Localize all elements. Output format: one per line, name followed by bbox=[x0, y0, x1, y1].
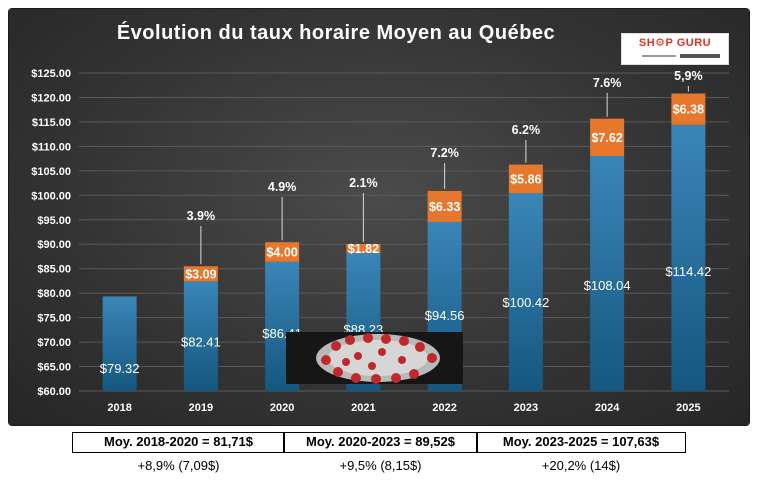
base-data-label: $82.41 bbox=[181, 335, 221, 350]
summary-box-3: Moy. 2023-2025 = 107,63$ bbox=[476, 432, 686, 453]
bar-increase bbox=[346, 243, 381, 253]
chart-panel: $60.00 $65.00 $70.00 $75.00 $80.00 $85.00 $90.… bbox=[9, 9, 749, 425]
logo-underline-icon bbox=[642, 54, 720, 58]
bar-base bbox=[508, 193, 543, 391]
y-tick-label: $80.00 bbox=[37, 288, 71, 300]
shop-guru-logo: SH⚙P GURU bbox=[621, 33, 729, 65]
base-data-label: $114.42 bbox=[665, 264, 711, 279]
y-tick-label: $85.00 bbox=[37, 264, 71, 276]
x-tick-label: 2021 bbox=[351, 402, 375, 414]
percent-data-label: 3.9% bbox=[187, 209, 216, 223]
summary-change-3: +20,2% (14$) bbox=[541, 458, 621, 473]
percent-data-label: 7.6% bbox=[593, 76, 622, 90]
bar-increase bbox=[265, 242, 300, 262]
increase-data-label: $3.09 bbox=[185, 267, 216, 281]
y-tick-label: $100.00 bbox=[31, 190, 71, 202]
base-data-label: $108.04 bbox=[584, 278, 631, 293]
bar-increase bbox=[508, 164, 543, 194]
y-tick-label: $125.00 bbox=[31, 68, 71, 80]
increase-data-label: $7.62 bbox=[591, 131, 622, 145]
summary-box-1: Moy. 2018-2020 = 81,71$ bbox=[72, 432, 285, 453]
increase-data-label: $4.00 bbox=[266, 246, 297, 260]
bar-increase bbox=[590, 118, 625, 156]
coronavirus-icon bbox=[286, 332, 463, 384]
y-tick-label: $115.00 bbox=[32, 117, 71, 129]
bar-base bbox=[590, 155, 625, 391]
base-data-label: $100.42 bbox=[502, 295, 549, 310]
y-tick-label: $60.00 bbox=[37, 386, 71, 398]
y-tick-label: $105.00 bbox=[31, 166, 71, 178]
x-tick-label: 2020 bbox=[270, 402, 294, 414]
y-tick-label: $75.00 bbox=[37, 313, 71, 325]
increase-data-label: $6.38 bbox=[673, 103, 704, 117]
virus-image bbox=[286, 332, 463, 384]
summary-label-3: Moy. 2023-2025 = 107,63$ bbox=[502, 434, 660, 449]
base-data-label: $94.56 bbox=[425, 308, 465, 323]
increase-data-label: $1.82 bbox=[348, 242, 379, 256]
x-tick-label: 2025 bbox=[676, 402, 700, 414]
bar-base bbox=[671, 124, 706, 391]
increase-data-label: $6.33 bbox=[429, 200, 460, 214]
percent-data-label: 2.1% bbox=[349, 176, 378, 190]
bar-base bbox=[183, 281, 218, 391]
bar-increase bbox=[671, 93, 706, 125]
logo-text: SH⚙P GURU bbox=[638, 37, 712, 49]
summary-change-2: +9,5% (8,15$) bbox=[339, 458, 422, 473]
y-tick-label: $70.00 bbox=[37, 337, 71, 349]
percent-data-label: 5,9% bbox=[674, 69, 703, 83]
y-tick-label: $95.00 bbox=[37, 215, 71, 227]
x-tick-label: 2022 bbox=[432, 402, 456, 414]
y-tick-label: $90.00 bbox=[37, 239, 71, 251]
bar-base bbox=[102, 296, 137, 391]
x-tick-label: 2019 bbox=[189, 402, 213, 414]
summary-change-1: +8,9% (7,09$) bbox=[137, 458, 220, 473]
y-tick-label: $120.00 bbox=[31, 92, 71, 104]
summary-label-1: Moy. 2018-2020 = 81,71$ bbox=[103, 434, 253, 449]
labels-layer: $60.00 $65.00 $70.00 $75.00 $80.00 $85.00 $90.… bbox=[31, 68, 711, 414]
x-tick-label: 2023 bbox=[514, 402, 538, 414]
percent-data-label: 7.2% bbox=[430, 146, 459, 160]
bar-increase bbox=[183, 266, 218, 282]
percent-data-label: 4.9% bbox=[268, 180, 297, 194]
chart-title: Évolution du taux horaire Moyen au Québe… bbox=[116, 22, 556, 44]
summary-label-2: Moy. 2020-2023 = 89,52$ bbox=[305, 434, 455, 449]
y-tick-label: $65.00 bbox=[37, 362, 71, 374]
bar-increase bbox=[427, 190, 462, 222]
percent-data-label: 6.2% bbox=[512, 123, 541, 137]
y-tick-label: $110.00 bbox=[32, 141, 71, 153]
summary-box-2: Moy. 2020-2023 = 89,52$ bbox=[283, 432, 478, 453]
base-data-label: $79.32 bbox=[100, 361, 140, 376]
increase-data-label: $5.86 bbox=[510, 172, 541, 186]
x-tick-label: 2024 bbox=[595, 402, 620, 414]
x-tick-label: 2018 bbox=[107, 402, 131, 414]
